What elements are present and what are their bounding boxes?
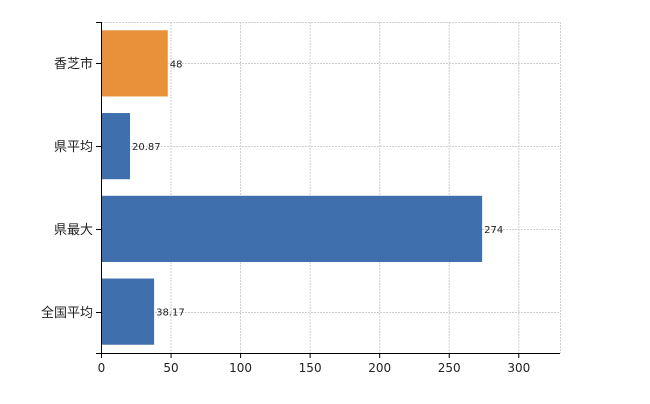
data-label-2: 20.87 bbox=[132, 142, 161, 153]
y-tick-label: 全国平均 bbox=[41, 305, 93, 321]
data-label-3: 274 bbox=[484, 225, 503, 236]
x-tick-label: 100 bbox=[229, 361, 252, 375]
y-tick-label: 香芝市 bbox=[54, 56, 93, 72]
data-label-4: 38.17 bbox=[156, 308, 185, 319]
bars bbox=[101, 30, 483, 345]
bar-3 bbox=[101, 195, 483, 262]
data-labels: 48 20.87 274 38.17 bbox=[132, 59, 503, 318]
x-tick-label: 200 bbox=[368, 361, 391, 375]
bar-4 bbox=[101, 278, 155, 345]
x-tick-label: 250 bbox=[438, 361, 461, 375]
bar-1 bbox=[101, 30, 168, 97]
y-tick-label: 県最大 bbox=[54, 223, 93, 238]
x-tick-label: 150 bbox=[299, 361, 322, 375]
x-tick-label: 300 bbox=[507, 361, 530, 375]
x-tick-label: 0 bbox=[98, 361, 106, 375]
x-tick-label: 50 bbox=[163, 361, 178, 375]
y-tick-label: 県平均 bbox=[54, 140, 93, 155]
bar-2 bbox=[101, 113, 131, 180]
data-label-1: 48 bbox=[170, 59, 183, 70]
grid bbox=[101, 22, 561, 353]
